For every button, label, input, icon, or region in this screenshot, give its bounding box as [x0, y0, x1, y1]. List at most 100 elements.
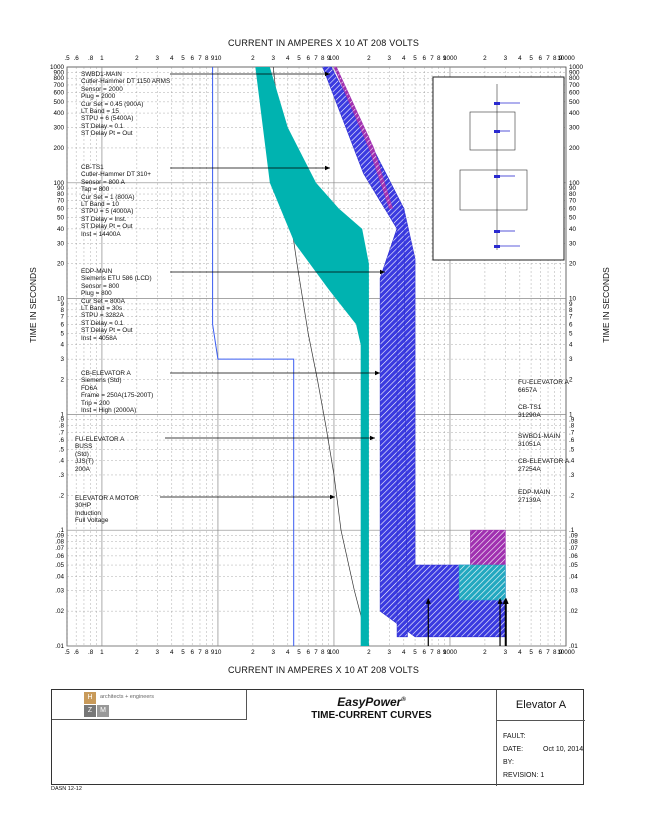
x-tick-label: 3	[272, 649, 276, 656]
device-label-cb-elevator-a: CB-ELEVATOR A Siemens (Std) FD6A Frame =…	[81, 370, 154, 415]
fault-label: FAULT:	[503, 733, 526, 740]
x-tick-label: 7	[198, 649, 202, 656]
x-tick-label: 9	[443, 649, 447, 656]
device-label-fu-elevator-a: FU-ELEVATOR A BUSS (Std) JJS(T) 200A	[75, 436, 125, 473]
y-tick-label-right: 80	[569, 191, 577, 198]
x-tick-label: 5	[529, 55, 533, 62]
x-tick-label: 1	[100, 55, 104, 62]
by-label: BY:	[503, 759, 514, 766]
registered-mark: ®	[401, 697, 406, 703]
leader-arrow	[330, 494, 335, 500]
y-tick-label-left: 400	[53, 110, 64, 117]
x-tick-label: 8	[205, 55, 209, 62]
y-tick-label-left: 60	[57, 205, 65, 212]
y-tick-label-right: .03	[569, 588, 578, 595]
title-cell: EasyPower® TIME-CURRENT CURVES	[247, 690, 497, 786]
date-label: DATE:	[503, 746, 524, 753]
y-tick-label-left: 4	[60, 342, 64, 349]
x-tick-label: 2	[483, 55, 487, 62]
curve-band	[322, 66, 408, 638]
curve-band	[458, 564, 506, 601]
x-tick-label: 2	[135, 649, 139, 656]
x-tick-label: 3	[504, 649, 508, 656]
y-tick-label-right: 90	[569, 185, 577, 192]
y-tick-label-right: 300	[569, 125, 580, 132]
x-tick-label: 4	[286, 55, 290, 62]
y-tick-label-left: 200	[53, 145, 64, 152]
y-tick-label-right: 2	[569, 377, 573, 384]
x-tick-label: 9	[443, 55, 447, 62]
x-tick-label: 100	[329, 649, 340, 656]
y-tick-label-right: 800	[569, 75, 580, 82]
x-tick-label: 2	[251, 649, 255, 656]
x-tick-label: 7	[430, 55, 434, 62]
x-tick-label: 10000	[557, 649, 575, 656]
x-tick-label: 8	[321, 55, 325, 62]
y-tick-label-left: 900	[53, 69, 64, 76]
fault-marker-arrow	[503, 597, 509, 604]
x-tick-label: 7	[430, 649, 434, 656]
y-tick-label-right: 60	[569, 205, 577, 212]
y-tick-label-right: .3	[569, 472, 575, 479]
title-block: H Z M architects + engineers EasyPower® …	[51, 689, 585, 786]
fault-label-cb-elevator-a: CB-ELEVATOR A 27254A	[518, 458, 570, 473]
y-tick-label-left: 9	[60, 301, 64, 308]
device-label-elevator-a-motor: ELEVATOR A MOTOR 30HP Induction Full Vol…	[75, 495, 139, 525]
y-tick-label-right: 500	[569, 99, 580, 106]
y-tick-label-right: 7	[569, 314, 573, 321]
y-tick-label-left: 1000	[50, 64, 65, 71]
fault-label-edp-main: EDP-MAIN 27139A	[518, 489, 551, 504]
y-tick-label-left: .04	[55, 573, 64, 580]
x-tick-label: 7	[546, 55, 550, 62]
y-tick-label-left: .8	[59, 423, 65, 430]
y-tick-label-right: 200	[569, 145, 580, 152]
y-tick-label-right: .07	[569, 545, 578, 552]
y-tick-label-right: 20	[569, 261, 577, 268]
leader-arrow	[370, 435, 375, 441]
y-tick-label-left: .09	[55, 532, 64, 539]
y-tick-label-right: 9	[569, 301, 573, 308]
x-tick-label: 4	[518, 55, 522, 62]
y-tick-label-left: 10	[57, 296, 65, 303]
y-tick-label-right: 1	[569, 411, 573, 418]
x-tick-label: 4	[170, 55, 174, 62]
x-tick-label: 100	[329, 55, 340, 62]
y-tick-label-right: .2	[569, 492, 575, 499]
x-tick-label: 1000	[443, 55, 458, 62]
app-name: EasyPower	[337, 695, 402, 709]
x-tick-label: .6	[74, 649, 80, 656]
y-tick-label-right: .04	[569, 573, 578, 580]
x-tick-label: .8	[88, 649, 94, 656]
y-tick-label-right: 40	[569, 226, 577, 233]
y-tick-label-left: 8	[60, 307, 64, 314]
y-tick-label-left: 6	[60, 321, 64, 328]
y-tick-label-left: .03	[55, 588, 64, 595]
x-tick-label: 5	[413, 55, 417, 62]
x-tick-label: 10	[214, 649, 222, 656]
x-tick-label: 9	[327, 55, 331, 62]
x-tick-label: 9	[327, 649, 331, 656]
x-tick-label: 5	[529, 649, 533, 656]
logo-letter-m: M	[97, 705, 109, 717]
logo-letter-h: H	[84, 692, 96, 704]
y-tick-label-left: 2	[60, 377, 64, 384]
y-tick-label-left: .4	[59, 457, 65, 464]
y-tick-label-right: .6	[569, 437, 575, 444]
y-tick-label-left: .08	[55, 538, 64, 545]
x-tick-label: 2	[367, 55, 371, 62]
curve-line	[212, 67, 295, 646]
x-tick-label: 4	[518, 649, 522, 656]
one-line-name-cell: Elevator A	[497, 690, 585, 720]
x-tick-label: 6	[306, 649, 310, 656]
grid	[66, 66, 567, 647]
doc-title: TIME-CURRENT CURVES	[311, 710, 432, 721]
footer-code: DASN 12-12	[51, 786, 82, 792]
y-tick-label-left: .3	[59, 472, 65, 479]
revision-label: REVISION:	[503, 772, 539, 779]
y-tick-label-left: .01	[55, 643, 64, 650]
y-tick-label-right: .01	[569, 643, 578, 650]
y-tick-label-left: 20	[57, 261, 65, 268]
y-tick-label-left: 5	[60, 330, 64, 337]
curve-layer	[212, 66, 509, 647]
x-tick-label: 7	[314, 55, 318, 62]
